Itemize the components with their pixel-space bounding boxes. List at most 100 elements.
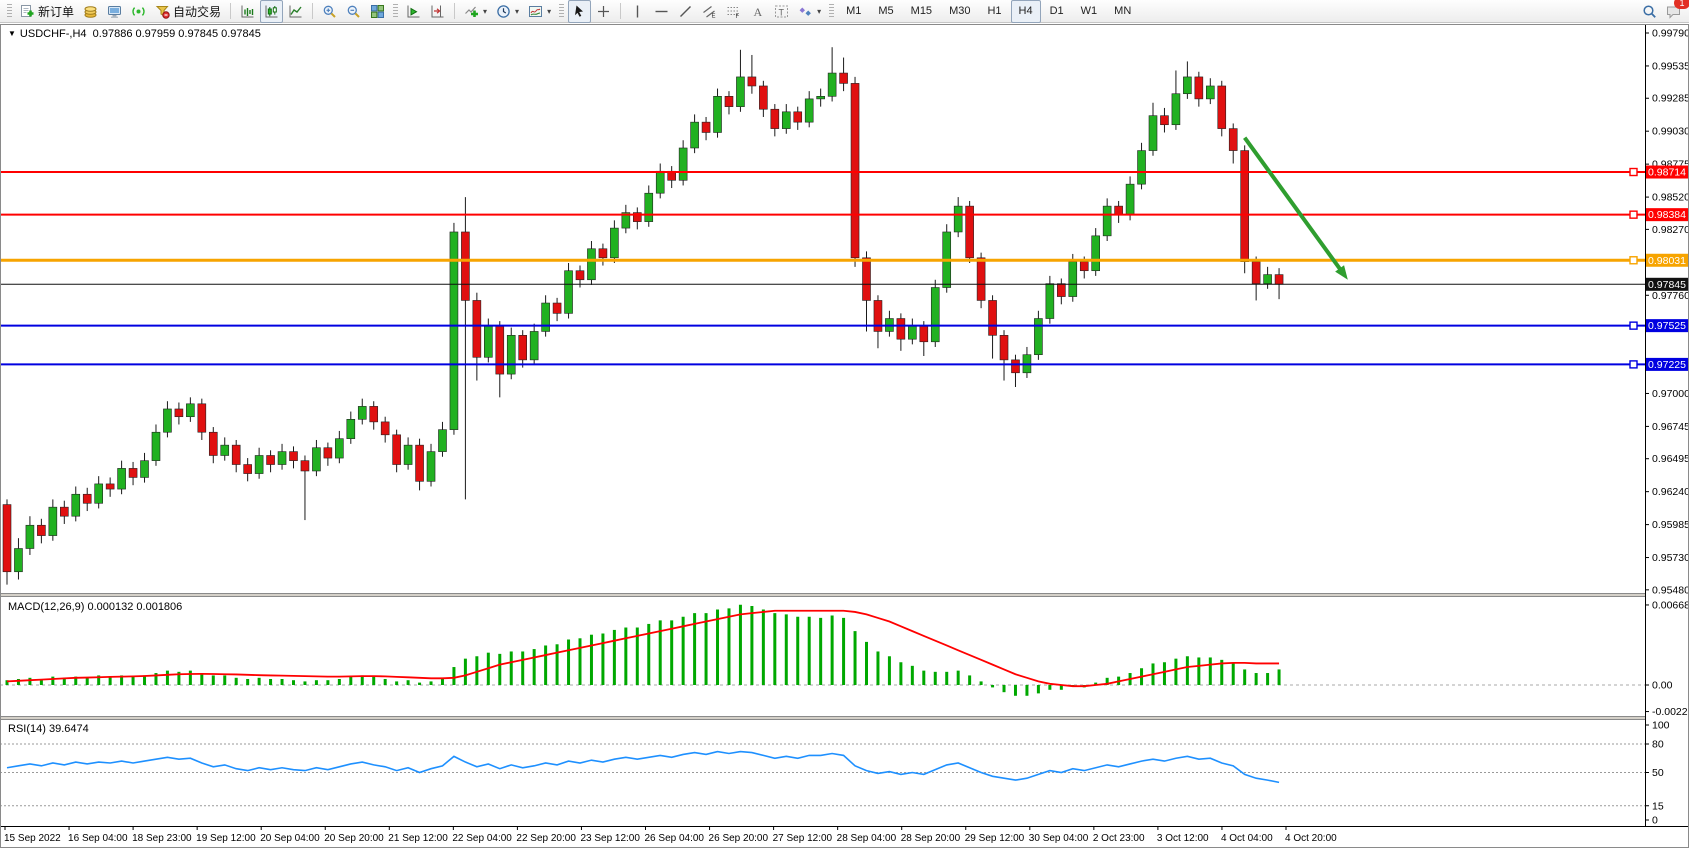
level-line-handle[interactable] (1629, 210, 1638, 219)
toolbar-separator (454, 3, 456, 19)
tile-windows-icon (371, 4, 385, 18)
auto-trading-button[interactable]: 自动交易 (151, 0, 225, 23)
toolbar-grip (559, 3, 565, 19)
pane-separator[interactable] (0, 716, 1689, 720)
date-tick-label: 4 Oct 04:00 (1221, 833, 1273, 844)
vertical-line-button[interactable] (626, 0, 649, 23)
vertical-line-icon (636, 5, 639, 17)
date-tick-label: 3 Oct 12:00 (1157, 833, 1209, 844)
date-tick-label: 23 Sep 12:00 (580, 833, 640, 844)
trendline-icon (680, 5, 692, 17)
date-tick-label: 2 Oct 23:00 (1093, 833, 1145, 844)
zoom-out-button[interactable] (342, 0, 365, 23)
rsi-tick-label: 50 (1652, 767, 1664, 779)
indicators-button[interactable]: ▾ (460, 0, 491, 23)
level-line-handle[interactable] (1629, 167, 1638, 177)
horizontal-line-button[interactable] (650, 0, 673, 23)
toolbar-grip (829, 3, 835, 19)
rsi-tick-label: 80 (1652, 739, 1664, 751)
text-icon: A (754, 5, 763, 19)
trend-arrow[interactable] (1243, 136, 1348, 280)
chart-shift-button[interactable] (426, 0, 449, 23)
candle-chart-button[interactable] (260, 0, 284, 23)
chart-frame (0, 24, 1689, 848)
chart-ohlc-values: 0.97886 0.97959 0.97845 0.97845 (92, 28, 261, 40)
rsi-pane[interactable] (0, 743, 1645, 807)
fibonacci-icon: F (727, 6, 740, 19)
timeframe-mn[interactable]: MN (1114, 5, 1132, 17)
zoom-in-button[interactable] (318, 0, 341, 23)
date-tick-label: 15 Sep 2022 (4, 833, 61, 844)
signals-icon (132, 6, 145, 16)
timeframe-d1[interactable]: D1 (1049, 5, 1064, 17)
level-line-handle[interactable] (1629, 360, 1638, 369)
timeframe-m15[interactable]: M15 (910, 5, 933, 17)
price-axis[interactable]: 0.997900.995350.992850.990300.987750.985… (1645, 24, 1689, 827)
date-tick-label: 19 Sep 12:00 (196, 833, 256, 844)
price-tag-label: 0.98714 (1648, 167, 1686, 179)
text-button[interactable]: A (746, 0, 769, 23)
date-tick-label: 20 Sep 20:00 (324, 833, 384, 844)
price-tick-label: 0.95730 (1652, 552, 1689, 564)
toolbar-separator (312, 3, 314, 19)
text-label-icon: T (775, 5, 789, 17)
pane-separator[interactable] (0, 593, 1689, 597)
price-tick-label: 0.97000 (1652, 388, 1689, 400)
timeframe-w1[interactable]: W1 (1080, 5, 1098, 17)
date-tick-label: 28 Sep 04:00 (837, 833, 897, 844)
crosshair-button[interactable] (592, 0, 615, 23)
shapes-icon (799, 7, 811, 16)
notifications-button[interactable]: 1 (1662, 0, 1689, 23)
level-line-handle[interactable] (1629, 321, 1638, 330)
timeframe-m5[interactable]: M5 (878, 5, 894, 17)
periods-button[interactable]: ▾ (492, 0, 523, 23)
deposit-button[interactable] (79, 0, 102, 23)
date-tick-label: 26 Sep 20:00 (709, 833, 769, 844)
timeframe-m30[interactable]: M30 (949, 5, 971, 17)
date-tick-label: 18 Sep 23:00 (132, 833, 192, 844)
chart-symbol-period: USDCHF-,H4 (19, 28, 87, 40)
date-axis[interactable]: 15 Sep 2022 16 Sep 04:00 18 Sep 23:00 19 Se… (0, 826, 1689, 844)
terminal-button[interactable] (103, 0, 126, 23)
chart-shift-icon (431, 5, 444, 17)
macd-pane[interactable] (0, 604, 1645, 696)
candle-chart-icon (265, 5, 278, 17)
timeframe-h1[interactable]: H1 (987, 5, 1002, 17)
timeframe-h4[interactable]: H4 (1010, 0, 1041, 23)
zoom-in-icon (323, 5, 336, 18)
price-tag (1646, 319, 1688, 333)
template-icon (529, 5, 543, 17)
line-chart-button[interactable] (284, 0, 307, 23)
price-tick-label: 0.96745 (1652, 421, 1689, 433)
search-button[interactable] (1638, 0, 1661, 23)
toolbar: 新订单 自动交易 ▾ ▾ ▾ E F A T ▾ M1 M5 M15 M30 H1 H4 D1 W1 MN 1 (0, 0, 1689, 23)
chart-dropdown-icon[interactable]: ▼ (8, 29, 16, 38)
bar-chart-button[interactable] (236, 0, 259, 23)
auto-trading-button-label: 自动交易 (173, 4, 222, 19)
rsi-tick-label: 15 (1652, 800, 1664, 812)
tile-windows-button[interactable] (366, 0, 389, 23)
auto-scroll-icon (407, 5, 420, 17)
date-tick-label: 4 Oct 20:00 (1285, 833, 1337, 844)
price-tag-label: 0.98384 (1648, 209, 1686, 221)
horizontal-line-icon (655, 10, 668, 12)
timeframe-m1[interactable]: M1 (846, 5, 862, 17)
templates-button[interactable]: ▾ (524, 0, 555, 23)
auto-scroll-button[interactable] (402, 0, 425, 23)
channel-button[interactable]: E (698, 0, 721, 23)
arrows-button[interactable]: ▾ (794, 0, 825, 23)
fibonacci-button[interactable]: F (722, 0, 745, 23)
trendline-button[interactable] (674, 0, 697, 23)
chevron-down-icon: ▾ (547, 6, 552, 16)
text-label-button[interactable]: T (770, 0, 793, 23)
price-tick-label: 0.99030 (1652, 126, 1689, 138)
level-line-handle[interactable] (1629, 256, 1638, 265)
cursor-button[interactable] (568, 0, 592, 23)
price-tag (1646, 357, 1688, 371)
signals-button[interactable] (127, 0, 150, 23)
search-icon (1643, 4, 1656, 18)
new-order-button[interactable]: 新订单 (16, 0, 78, 23)
